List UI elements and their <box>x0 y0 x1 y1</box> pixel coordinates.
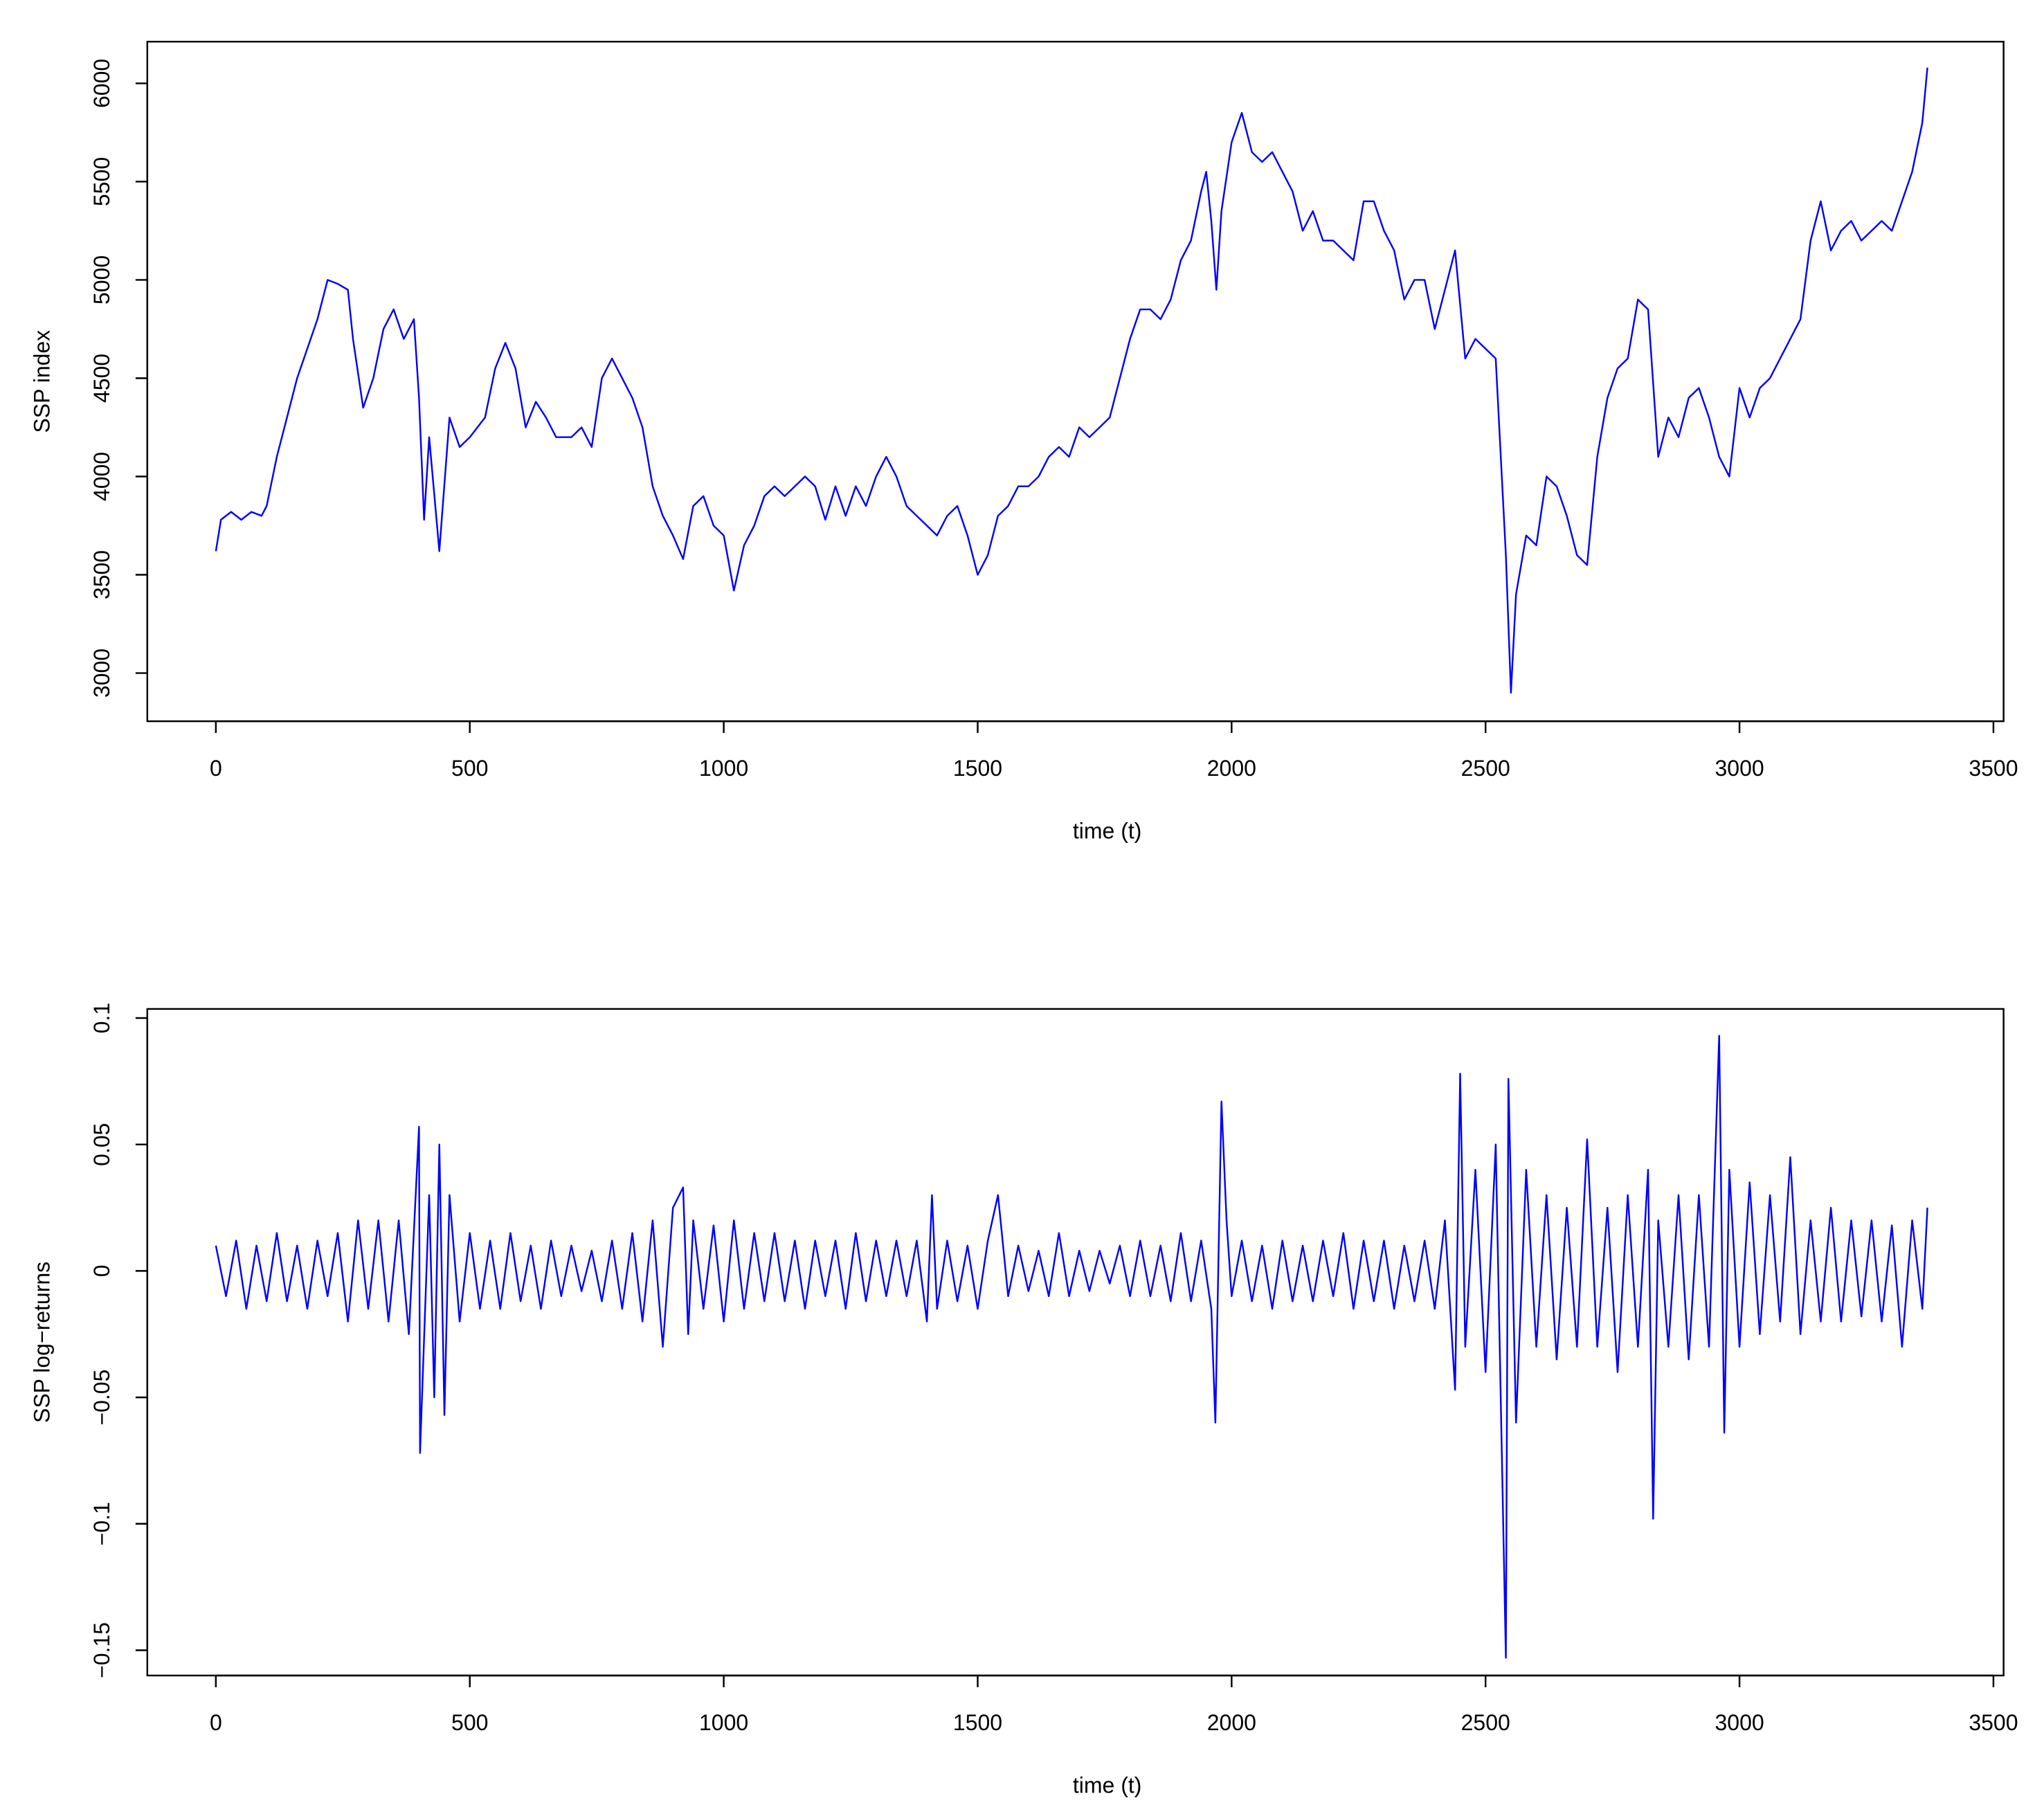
x-tick-label: 0 <box>210 1710 222 1735</box>
y-tick-label: 3500 <box>89 550 114 599</box>
x-tick-label: 500 <box>451 756 488 781</box>
y-tick-label: 3000 <box>89 648 114 698</box>
x-tick-label: 3500 <box>1969 1710 2018 1735</box>
y-tick-label: 5000 <box>89 255 114 305</box>
data-line <box>215 1035 1928 1659</box>
x-tick-label: 2000 <box>1207 756 1256 781</box>
x-tick-label: 500 <box>451 1710 488 1735</box>
x-tick-label: 3000 <box>1715 756 1764 781</box>
y-tick-label: 6000 <box>89 59 114 108</box>
x-tick-label: 1000 <box>699 1710 748 1735</box>
y-axis-title: SSP index <box>30 330 55 433</box>
x-tick-label: 0 <box>210 756 222 781</box>
x-tick-label: 1500 <box>953 756 1002 781</box>
y-tick-label: 4000 <box>89 452 114 501</box>
y-tick-label: −0.15 <box>89 1622 114 1678</box>
y-axis-title: SSP log−returns <box>30 1262 55 1423</box>
y-tick-label: 0 <box>89 1265 114 1278</box>
x-tick-label: 2500 <box>1461 1710 1510 1735</box>
x-tick-label: 2500 <box>1461 756 1510 781</box>
plot-frame <box>146 1008 2005 1677</box>
plot-frame <box>146 40 2005 723</box>
x-tick-label: 3000 <box>1715 1710 1764 1735</box>
x-tick-label: 1500 <box>953 1710 1002 1735</box>
x-tick-label: 1000 <box>699 756 748 781</box>
x-axis-title: time (t) <box>1073 1772 1142 1797</box>
y-tick-label: 0.1 <box>89 1003 114 1033</box>
y-tick-label: 4500 <box>89 354 114 403</box>
y-tick-label: −0.1 <box>89 1502 114 1545</box>
x-tick-label: 2000 <box>1207 1710 1256 1735</box>
x-tick-label: 3500 <box>1969 756 2018 781</box>
y-tick-label: 0.05 <box>89 1123 114 1166</box>
x-axis-title: time (t) <box>1073 818 1142 843</box>
y-tick-label: −0.05 <box>89 1370 114 1426</box>
data-line <box>215 67 1928 694</box>
y-tick-label: 5500 <box>89 157 114 206</box>
